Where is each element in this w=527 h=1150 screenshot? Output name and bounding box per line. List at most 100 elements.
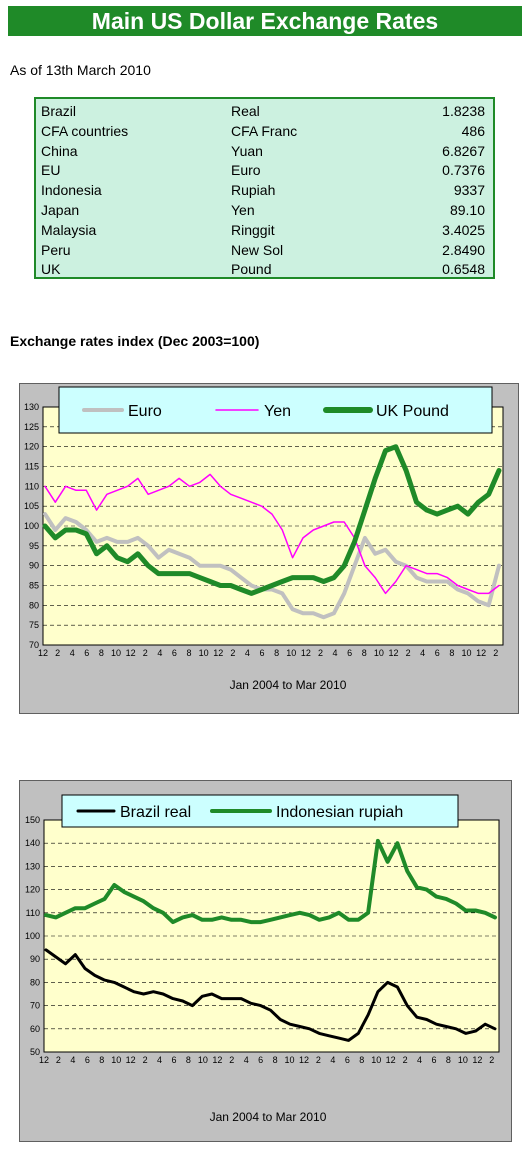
x-tick-label: 10: [461, 648, 471, 658]
chart-exchange-index: 70 75 80 85 90 95 100 105 110 115 120 125 130 12 2 4 6 8 1…: [19, 383, 519, 714]
x-tick-label: 2: [316, 1055, 321, 1065]
y-tick-label: 70: [29, 640, 39, 650]
x-tick-label: 4: [70, 648, 75, 658]
x-tick-label: 4: [70, 1055, 75, 1065]
x-tick-label: 8: [446, 1055, 451, 1065]
x-tick-label: 12: [212, 1055, 222, 1065]
y-tick-label: 125: [24, 422, 39, 432]
rate-value: 89.10: [449, 201, 485, 218]
legend-label: UK Pound: [376, 403, 449, 420]
x-tick-label: 6: [431, 1055, 436, 1065]
y-tick-label: 85: [29, 581, 39, 591]
x-tick-label: 12: [38, 648, 48, 658]
x-tick-label: 10: [198, 1055, 208, 1065]
x-tick-label: 2: [406, 648, 411, 658]
x-tick-label: 8: [362, 648, 367, 658]
x-tick-label: 2: [318, 648, 323, 658]
rate-country: CFA countries: [41, 122, 129, 139]
rate-country: EU: [41, 162, 61, 179]
series-line-uk-pound: [42, 444, 502, 596]
x-tick-label: 8: [274, 648, 279, 658]
x-tick-label: 4: [157, 1055, 162, 1065]
x-tick-label: 10: [371, 1055, 381, 1065]
x-tick-label: 2: [230, 648, 235, 658]
x-tick-label: 8: [187, 648, 192, 658]
x-tick-label: 10: [374, 648, 384, 658]
legend: [58, 386, 493, 434]
rate-currency: Pound: [231, 261, 272, 278]
chart-brazil-indonesia: 50 60 70 80 90 100 110 120 130 140 150 12 2 4 6 8 10 12 2 4…: [19, 780, 512, 1142]
y-tick-label: 75: [29, 620, 39, 630]
x-tick-label: 2: [143, 648, 148, 658]
rate-country: China: [41, 142, 78, 159]
rate-country: Japan: [41, 201, 80, 218]
rate-value: 6.8267: [442, 142, 485, 159]
rate-row: Brazil Real 1.8238: [36, 102, 493, 122]
y-tick-label: 105: [24, 501, 39, 511]
x-tick-label: 6: [171, 1055, 176, 1065]
x-tick-label: 10: [111, 648, 121, 658]
rate-country: Peru: [41, 241, 71, 258]
x-tick-label: 12: [386, 1055, 396, 1065]
y-tick-label: 90: [29, 561, 39, 571]
rate-row: CFA countries CFA Franc 486: [36, 122, 493, 142]
rate-value: 0.6548: [442, 261, 485, 278]
legend-label: Brazil real: [120, 804, 191, 821]
x-tick-label: 2: [489, 1055, 494, 1065]
y-tick-label: 120: [25, 885, 40, 895]
rate-row: EU Euro 0.7376: [36, 161, 493, 181]
legend-label: Indonesian rupiah: [276, 804, 403, 821]
rate-row: Japan Yen 89.10: [36, 201, 493, 221]
x-tick-label: 12: [472, 1055, 482, 1065]
y-tick-label: 100: [24, 521, 39, 531]
y-tick-label: 50: [30, 1047, 40, 1057]
rate-value: 9337: [453, 182, 485, 199]
y-tick-label: 150: [25, 815, 40, 825]
x-tick-label: 12: [299, 1055, 309, 1065]
legend-label: Yen: [264, 403, 291, 420]
rate-row: UK Pound 0.6548: [36, 260, 493, 280]
y-tick-label: 130: [25, 861, 40, 871]
y-tick-label: 100: [25, 931, 40, 941]
rate-row: Indonesia Rupiah 9337: [36, 181, 493, 201]
rate-value: 1.8238: [442, 103, 485, 119]
x-tick-label: 6: [85, 1055, 90, 1065]
rate-row: China Yuan 6.8267: [36, 142, 493, 162]
x-tick-label: 4: [244, 1055, 249, 1065]
x-tick-label: 2: [493, 648, 498, 658]
rate-currency: Euro: [231, 162, 261, 179]
series-line-indonesian-rupiah: [44, 838, 497, 925]
rate-currency: Rupiah: [231, 182, 276, 199]
x-tick-label: 10: [458, 1055, 468, 1065]
series-line-yen: [44, 473, 500, 595]
rate-currency: Ringgit: [231, 221, 275, 238]
y-tick-label: 115: [25, 462, 39, 472]
rate-country: Malaysia: [41, 221, 97, 238]
x-tick-label: 10: [111, 1055, 121, 1065]
rate-value: 486: [461, 122, 485, 139]
x-tick-label: 6: [258, 1055, 263, 1065]
rate-row: Peru New Sol 2.8490: [36, 241, 493, 261]
x-axis-label: Jan 2004 to Mar 2010: [210, 1110, 327, 1124]
x-tick-label: 8: [99, 1055, 104, 1065]
x-tick-label: 12: [213, 648, 223, 658]
x-tick-label: 8: [99, 648, 104, 658]
x-axis-label: Jan 2004 to Mar 2010: [230, 678, 347, 692]
x-tick-label: 6: [347, 648, 352, 658]
series-line-euro: [43, 512, 501, 620]
x-tick-label: 12: [126, 648, 136, 658]
x-tick-label: 2: [56, 1055, 61, 1065]
y-tick-label: 80: [30, 977, 40, 987]
x-tick-label: 6: [345, 1055, 350, 1065]
y-tick-label: 60: [30, 1024, 40, 1034]
rate-country: Brazil: [41, 103, 77, 119]
rate-currency: New Sol: [231, 241, 284, 258]
rate-row: Malaysia Ringgit 3.4025: [36, 221, 493, 241]
rate-value: 0.7376: [442, 162, 485, 179]
x-tick-label: 10: [199, 648, 209, 658]
x-tick-label: 12: [39, 1055, 49, 1065]
y-tick-label: 80: [29, 600, 39, 610]
x-tick-label: 6: [435, 648, 440, 658]
rate-currency: CFA Franc: [231, 122, 298, 139]
